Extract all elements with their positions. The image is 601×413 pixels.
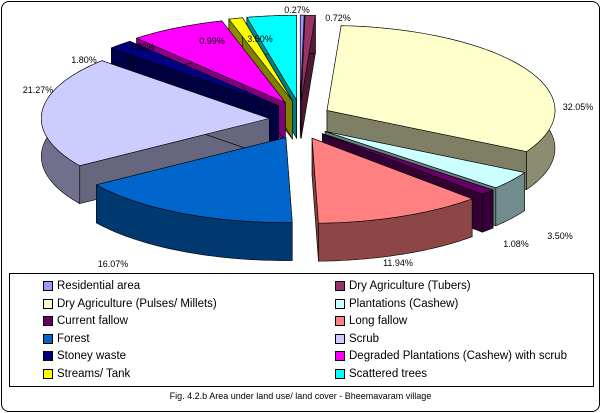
pie-slice-dry-agriculture-tubers- — [300, 14, 316, 101]
data-label: 0.27% — [284, 5, 310, 15]
legend-label: Dry Agriculture (Tubers) — [349, 280, 471, 292]
legend-label: Forest — [57, 332, 90, 345]
legend-swatch — [335, 298, 345, 309]
pie-slice-long-fallow — [311, 137, 473, 224]
data-label: 11.94% — [383, 258, 413, 268]
legend-label: Streams/ Tank — [57, 367, 131, 380]
data-label: 0.99% — [199, 36, 225, 46]
legend-label: Stoney waste — [57, 350, 127, 362]
pie-slice-scrub — [41, 60, 271, 166]
legend-label: Scrub — [349, 332, 380, 345]
data-label: 32.05% — [563, 102, 594, 112]
legend-item: Scrub — [335, 332, 379, 346]
data-label: 0.72% — [325, 13, 351, 23]
legend: Residential area Dry Agriculture (Tubers)… — [9, 273, 594, 387]
legend-item: Forest — [43, 332, 90, 346]
legend-label: Plantations (Cashew) — [349, 297, 459, 310]
legend-item: Residential area — [43, 279, 140, 293]
legend-item: Stoney waste — [43, 349, 126, 363]
legend-swatch — [43, 351, 53, 361]
pie-slice-degraded-plantations-cashew-with-scrub — [135, 20, 286, 103]
chart-caption: Fig. 4.2.b Area under land use/ land cov… — [169, 391, 432, 401]
pie-slice-scattered-trees — [246, 15, 297, 102]
legend-item: Degraded Plantations (Cashew) with scrub — [335, 349, 567, 363]
data-label: 21.27% — [23, 85, 54, 95]
pie-slice-forest — [95, 137, 293, 223]
slice-outer-wall — [482, 189, 494, 233]
pie-slice-stoney-waste — [110, 40, 279, 107]
legend-item: Current fallow — [43, 314, 128, 328]
pie-slice-plantations-cashew- — [325, 131, 526, 189]
legend-label: Long fallow — [349, 315, 408, 327]
legend-swatch — [335, 333, 345, 344]
legend-item: Scattered trees — [335, 367, 427, 381]
legend-swatch — [43, 368, 53, 379]
legend-item: Dry Agriculture (Tubers) — [335, 279, 471, 293]
pie-slice-residential-area — [299, 14, 305, 101]
legend-label: Current fallow — [57, 315, 128, 327]
data-label: 3.50% — [547, 231, 573, 241]
data-label: 16.07% — [98, 259, 129, 269]
legend-swatch — [335, 316, 345, 326]
pie-slice-dry-agriculture-pulses-millets- — [326, 25, 556, 152]
legend-label: Scattered trees — [349, 367, 427, 380]
legend-swatch — [43, 281, 53, 291]
legend-swatch — [335, 368, 345, 379]
data-label: 6.82% — [129, 42, 155, 52]
legend-swatch — [43, 298, 53, 309]
legend-item: Dry Agriculture (Pulses/ Millets) — [43, 297, 217, 311]
pie-slice-streams-tank — [228, 17, 293, 102]
legend-swatch — [43, 333, 53, 344]
data-label: 3.50% — [247, 34, 273, 44]
legend-label: Dry Agriculture (Pulses/ Millets) — [57, 297, 217, 310]
pie-chart: 0.27% 0.72% 32.05% 3.50% 1.08% 11.94% 16.07% 21… — [23, 5, 594, 269]
legend-swatch — [335, 281, 345, 291]
legend-item: Long fallow — [335, 314, 407, 328]
data-label: 1.08% — [503, 239, 529, 249]
legend-item: Plantations (Cashew) — [335, 297, 458, 311]
legend-label: Degraded Plantations (Cashew) with scrub — [349, 350, 567, 362]
data-label: 1.80% — [71, 55, 97, 65]
legend-swatch — [335, 351, 345, 361]
legend-swatch — [43, 316, 53, 326]
legend-label: Residential area — [57, 280, 141, 292]
legend-item: Streams/ Tank — [43, 367, 130, 381]
pie-slice-current-fallow — [322, 133, 494, 195]
